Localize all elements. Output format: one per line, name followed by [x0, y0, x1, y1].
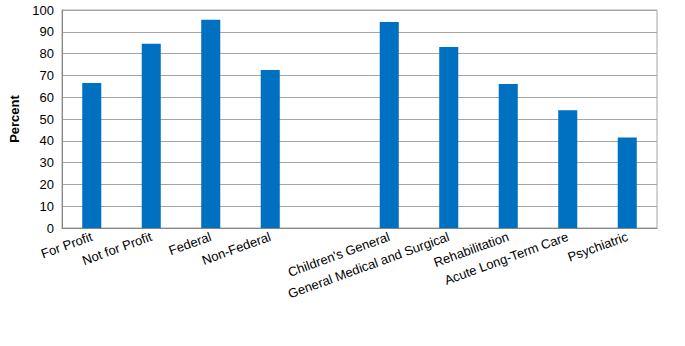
svg-text:100: 100	[32, 3, 54, 18]
svg-text:General Medical and Surgical: General Medical and Surgical	[286, 229, 451, 301]
svg-text:60: 60	[40, 90, 54, 105]
svg-text:Percent: Percent	[7, 94, 22, 142]
svg-text:30: 30	[40, 155, 54, 170]
svg-text:70: 70	[40, 68, 54, 83]
svg-text:Rehabilitation: Rehabilitation	[431, 229, 511, 270]
svg-text:Non-Federal: Non-Federal	[200, 229, 273, 268]
svg-text:50: 50	[40, 112, 54, 127]
svg-text:20: 20	[40, 177, 54, 192]
svg-text:90: 90	[40, 24, 54, 39]
svg-text:Psychiatric: Psychiatric	[566, 229, 631, 265]
svg-text:Not for Profit: Not for Profit	[80, 229, 154, 268]
svg-text:For Profit: For Profit	[38, 229, 95, 262]
svg-text:Acute Long-Term Care: Acute Long-Term Care	[442, 229, 570, 288]
svg-text:40: 40	[40, 133, 54, 148]
svg-text:0: 0	[47, 221, 54, 236]
svg-text:10: 10	[40, 199, 54, 214]
svg-text:Children's General: Children's General	[285, 229, 392, 280]
svg-text:80: 80	[40, 46, 54, 61]
svg-text:Federal: Federal	[166, 229, 214, 259]
